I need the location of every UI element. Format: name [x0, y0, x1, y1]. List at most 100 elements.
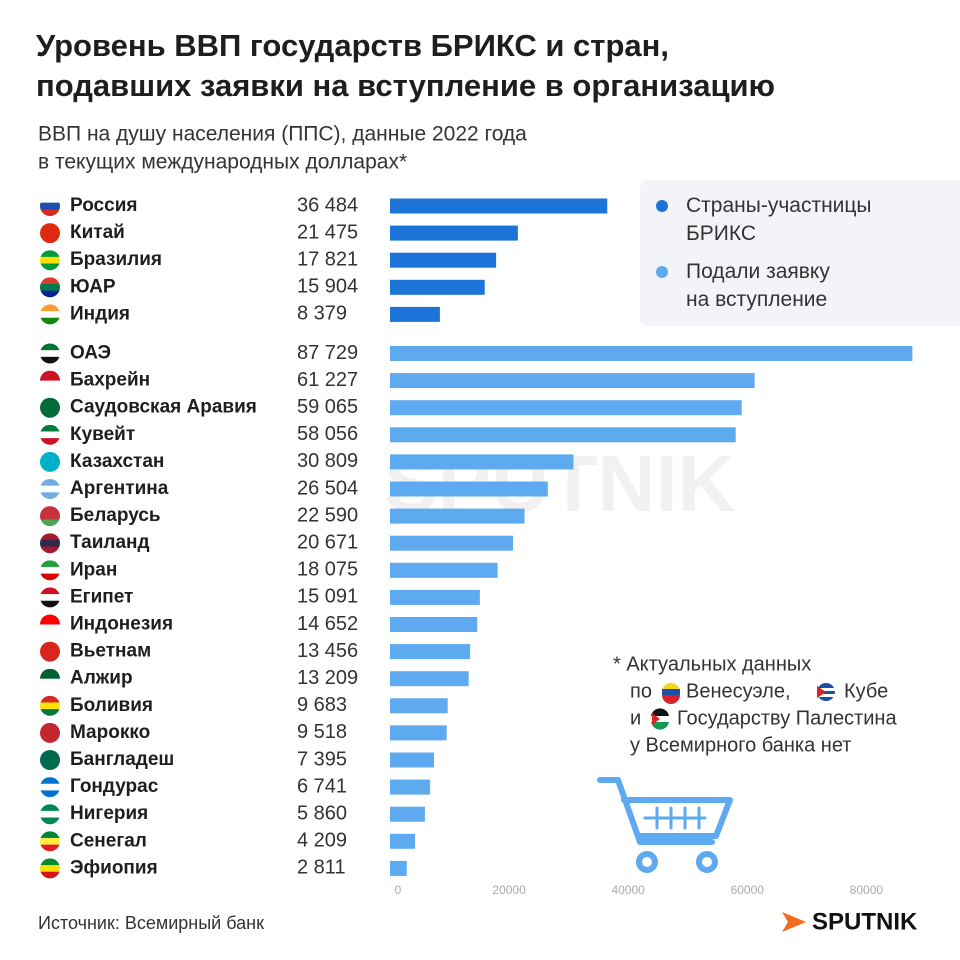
flag — [40, 196, 60, 216]
legend-marker — [656, 200, 668, 212]
flag-stripe — [40, 209, 60, 216]
bar — [390, 833, 416, 849]
footnote: по — [630, 680, 652, 702]
flag-stripe — [40, 614, 60, 625]
value-label: 17 821 — [297, 248, 358, 270]
value-label: 13 209 — [297, 667, 358, 689]
x-tick-label: 0 — [395, 883, 402, 897]
value-label: 21 475 — [297, 221, 358, 243]
cart-icon — [597, 777, 733, 873]
value-label: 8 379 — [297, 303, 347, 325]
value-label: 18 075 — [297, 559, 358, 581]
flag — [40, 831, 60, 852]
country-label: Россия — [70, 195, 137, 216]
flag — [40, 343, 60, 364]
flag-stripe — [40, 397, 60, 418]
flag — [40, 451, 60, 472]
flag-stripe — [40, 539, 60, 548]
flag-stripe — [40, 202, 60, 210]
value-label: 9 683 — [297, 694, 347, 716]
x-tick-label: 60000 — [731, 883, 765, 897]
footnote: * Актуальных данных — [613, 653, 811, 675]
country-label: Казахстан — [70, 451, 164, 472]
country-label: Беларусь — [70, 505, 161, 526]
x-tick-label: 20000 — [492, 883, 526, 897]
country-label: Нигерия — [70, 803, 148, 824]
flag-stripe — [40, 783, 60, 791]
footnote: Венесуэле, — [686, 680, 791, 702]
country-label: ЮАР — [70, 276, 116, 297]
value-label: 36 484 — [297, 194, 358, 216]
flag-stripe — [40, 560, 60, 568]
country-label: Индия — [70, 303, 130, 324]
flag-stripe — [40, 431, 60, 439]
flag-stripe — [40, 350, 60, 358]
flag-stripe — [40, 573, 60, 581]
flag-stripe — [40, 587, 60, 595]
bar — [390, 671, 469, 687]
value-label: 5 860 — [297, 802, 347, 824]
flag-stripe — [40, 871, 60, 879]
value-label: 59 065 — [297, 396, 358, 418]
flag — [40, 560, 60, 581]
flag — [40, 424, 60, 445]
country-label: Бразилия — [70, 249, 162, 270]
flag-stripe — [40, 492, 60, 499]
x-tick-label: 40000 — [611, 883, 645, 897]
bar — [390, 427, 736, 443]
flag — [650, 708, 669, 730]
value-label: 26 504 — [297, 477, 358, 499]
flag-stripe — [40, 804, 60, 812]
bar — [390, 562, 498, 578]
value-label: 58 056 — [297, 423, 358, 445]
bar — [390, 400, 742, 416]
source: Источник: Всемирный банк — [38, 913, 264, 933]
flag-stripe — [40, 380, 60, 391]
flag-stripe — [40, 356, 60, 364]
flag-stripe — [40, 311, 60, 319]
legend-line: на вступление — [686, 288, 827, 311]
bar — [390, 373, 755, 389]
flag — [40, 304, 60, 325]
flag-stripe — [40, 722, 60, 743]
legend-line: БРИКС — [686, 222, 756, 245]
flag-stripe — [40, 479, 60, 487]
flag — [817, 683, 835, 701]
value-label: 2 811 — [297, 857, 346, 879]
value-label: 6 741 — [297, 775, 347, 797]
flag-stripe — [40, 750, 60, 770]
country-label: Эфиопия — [70, 857, 158, 878]
bar — [390, 725, 447, 741]
flag — [40, 533, 60, 554]
flag-stripe — [40, 790, 60, 798]
flag-stripe — [40, 256, 60, 265]
flag-stripe — [40, 678, 60, 689]
bar — [390, 752, 435, 768]
bar — [390, 779, 431, 795]
flag-stripe — [40, 600, 60, 608]
flag-stripe — [40, 317, 60, 325]
flag — [40, 804, 60, 825]
flag-stripe — [40, 506, 60, 514]
flag-stripe — [40, 810, 60, 819]
country-label: Китай — [70, 222, 125, 243]
footnote: и — [630, 707, 641, 729]
flag-stripe — [40, 624, 60, 635]
country-label: Сенегал — [70, 830, 147, 851]
flag — [40, 277, 60, 298]
flag — [40, 479, 60, 499]
chart-title: Уровень ВВП государств БРИКС и стран, — [36, 28, 669, 63]
flag — [40, 506, 60, 527]
flag-stripe — [40, 424, 60, 432]
flag-stripe — [40, 844, 60, 852]
value-label: 7 395 — [297, 748, 347, 770]
legend-label: Подали заявку на вступление — [686, 260, 830, 311]
country-label: Египет — [70, 586, 133, 607]
subtitle: ВВП на душу населения (ППС), данные 2022… — [38, 123, 527, 146]
value-label: 20 671 — [297, 531, 358, 553]
value-label: 13 456 — [297, 640, 358, 662]
flag-stripe — [40, 817, 60, 825]
flag — [40, 223, 60, 244]
bar — [390, 589, 480, 605]
bar — [390, 346, 913, 361]
